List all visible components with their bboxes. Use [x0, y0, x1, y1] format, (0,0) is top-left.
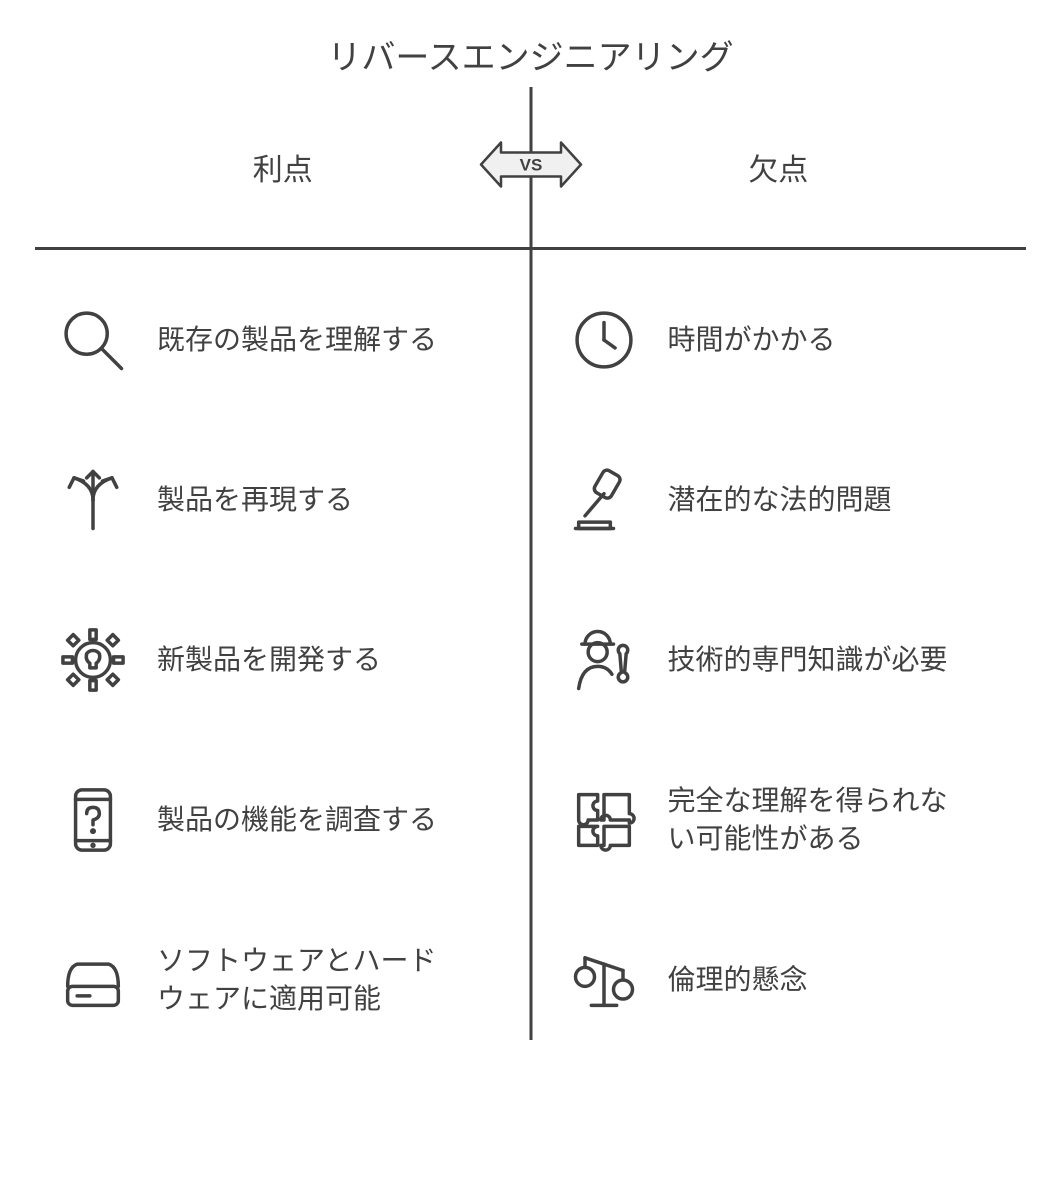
clock-icon: [566, 302, 642, 378]
item-label: 完全な理解を得られない可能性がある: [668, 782, 968, 858]
list-item: 倫理的懸念: [566, 930, 1007, 1030]
item-label: 技術的専門知識が必要: [668, 641, 948, 679]
puzzle-icon: [566, 782, 642, 858]
body-section: 既存の製品を理解する 製品を再現する: [35, 250, 1026, 1040]
list-item: 潜在的な法的問題: [566, 450, 1007, 550]
gear-lightbulb-icon: [55, 622, 131, 698]
vertical-divider: [529, 90, 532, 1040]
list-item: 新製品を開発する: [55, 610, 496, 710]
vs-label-text: VS: [519, 156, 542, 175]
harddrive-icon: [55, 942, 131, 1018]
left-header: 利点: [35, 145, 531, 189]
item-label: 既存の製品を理解する: [157, 321, 437, 359]
list-item: 既存の製品を理解する: [55, 290, 496, 390]
right-column: 時間がかかる 潜在的な法的問題: [531, 250, 1027, 1040]
item-label: 製品の機能を調査する: [157, 801, 437, 839]
gavel-icon: [566, 462, 642, 538]
vs-badge: VS: [471, 125, 591, 210]
scales-icon: [566, 942, 642, 1018]
item-label: 倫理的懸念: [668, 961, 808, 999]
list-item: 時間がかかる: [566, 290, 1007, 390]
item-label: ソフトウェアとハードウェアに適用可能: [157, 942, 457, 1018]
left-column: 既存の製品を理解する 製品を再現する: [35, 250, 531, 1040]
phone-question-icon: [55, 782, 131, 858]
engineer-icon: [566, 622, 642, 698]
list-item: 完全な理解を得られない可能性がある: [566, 770, 1007, 870]
diagram-title: リバースエンジニアリング: [35, 30, 1026, 79]
item-label: 新製品を開発する: [157, 641, 381, 679]
right-header: 欠点: [531, 145, 1027, 189]
list-item: 製品を再現する: [55, 450, 496, 550]
branching-arrows-icon: [55, 462, 131, 538]
comparison-diagram: リバースエンジニアリング 利点 欠点 VS 既存の製品を理解する: [0, 0, 1061, 1080]
magnifier-icon: [55, 302, 131, 378]
list-item: 技術的専門知識が必要: [566, 610, 1007, 710]
item-label: 製品を再現する: [157, 481, 353, 519]
list-item: ソフトウェアとハードウェアに適用可能: [55, 930, 496, 1030]
item-label: 時間がかかる: [668, 321, 836, 359]
list-item: 製品の機能を調査する: [55, 770, 496, 870]
item-label: 潜在的な法的問題: [668, 481, 892, 519]
